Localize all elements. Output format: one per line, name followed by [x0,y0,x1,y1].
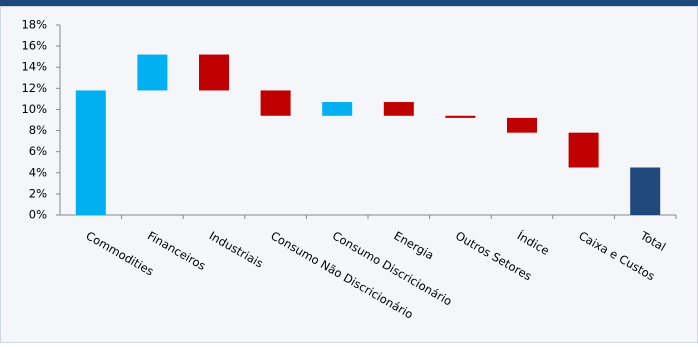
y-tick-label: 6% [29,144,47,158]
y-tick-label: 4% [29,165,47,179]
top-band [0,0,698,6]
y-tick-label: 12% [21,81,47,95]
y-tick-label: 18% [21,18,47,32]
bar [630,167,661,215]
bar [260,90,291,116]
y-tick-label: 14% [21,60,47,74]
bar [75,90,106,215]
bar [383,102,414,116]
bar [568,132,599,168]
y-tick-label: 0% [29,208,47,222]
bar [322,102,353,116]
bar [137,54,168,91]
y-tick-label: 8% [29,123,47,137]
bar [507,117,537,133]
bar [445,115,476,118]
y-tick-label: 10% [21,102,47,116]
bar [199,54,229,91]
y-tick-label: 16% [21,39,47,53]
y-tick-label: 2% [29,186,47,200]
